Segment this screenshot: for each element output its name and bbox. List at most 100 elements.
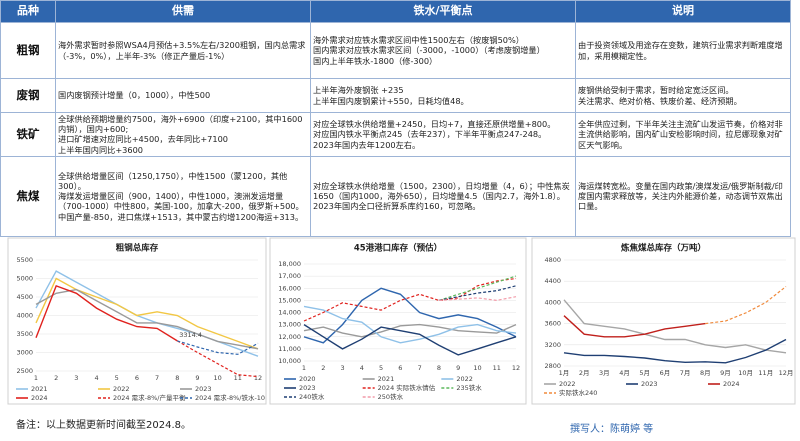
y-tick-label: 15,000 [278, 296, 301, 304]
cell-line: 关注需求、绝对价格、铁废价差、经济预期。 [578, 95, 742, 106]
data-label: 3314.4 [179, 331, 202, 339]
cell-line: 对应全球铁水供给增量+2450，日均+7，直接还原供增量+800。 [313, 119, 556, 130]
cell-line: 对应国内铁水平衡点245（去年237），下半年平衡点247-248。 [313, 129, 547, 140]
x-tick-label: 8月 [700, 369, 711, 377]
y-tick-label: 5000 [16, 275, 33, 283]
header-cell: 品种 [0, 0, 56, 23]
cell: 全球供给增量区间（1250,1750），中性1500（蒙1200，其他300）。… [55, 155, 311, 237]
y-tick-label: 3000 [16, 349, 33, 357]
cell-line: 2023年国内去年1200左右。 [313, 139, 421, 150]
cell-line: 中国产量-850，进口焦煤+1513，其中蒙古约增1200海运+313。 [58, 211, 304, 222]
cell: 对应全球铁水供给增量（1500，2300），日均增量（4，6）；中性焦炭1650… [310, 155, 576, 237]
footnote: 备注：以上数据更新时间截至2024.8。 [16, 420, 191, 431]
x-tick-label: 3月 [599, 369, 610, 377]
x-tick-label: 4 [360, 364, 364, 372]
series-line [563, 299, 787, 354]
x-tick-label: 1 [302, 364, 306, 372]
panel [531, 237, 796, 405]
y-tick-label: 3500 [16, 330, 33, 338]
x-tick-label: 7 [418, 364, 422, 372]
x-tick-label: 8 [437, 364, 441, 372]
x-tick-label: 12月 [779, 369, 794, 377]
legend-label: 2024 [723, 380, 740, 388]
cell: 上半年海外废钢张 +235 上半年国内废钢累计+550，日耗均值48。 [310, 78, 576, 113]
series-line [303, 287, 517, 344]
series-line [438, 275, 517, 301]
x-tick-label: 2月 [579, 369, 590, 377]
y-tick-label: 10,000 [278, 357, 301, 365]
row-name: 粗钢 [0, 22, 56, 79]
x-tick-label: 5 [379, 364, 383, 372]
legend-label: 2020 [299, 375, 316, 383]
series-line [35, 285, 178, 342]
chart-title: 粗钢总库存 [116, 243, 159, 254]
x-tick-label: 9 [195, 374, 199, 382]
y-tick-label: 4000 [16, 312, 33, 320]
x-tick-label: 7月 [680, 369, 691, 377]
x-tick-label: 12 [512, 364, 520, 372]
y-tick-label: 13,000 [278, 321, 301, 329]
table-row: 焦煤 全球供给增量区间（1250,1750），中性1500（蒙1200，其他300… [0, 155, 791, 237]
legend-label: 250铁水 [378, 392, 404, 401]
author: 撰写人：陈萌婷 等 [570, 424, 654, 435]
table-row: 粗钢 海外需求暂时参照WSA4月预估+3.5%左右/3200粗钢，国内总需求（-3… [0, 22, 791, 79]
supply-table: 品种 供需 铁水/平衡点 说明 粗钢 海外需求暂时参照WSA4月预估+3.5%左右/320… [0, 0, 791, 237]
cell-line: 国内废钢预计增量（0，1000），中性500 [58, 90, 211, 101]
x-tick-label: 11 [234, 374, 242, 382]
cell-line: 全球供给增量区间（1250,1750），中性1500（蒙1200，其他300）。 [58, 170, 288, 191]
x-tick-label: 9 [456, 364, 460, 372]
legend-label: 2024 需求-8%/铁水-10 [195, 393, 265, 402]
cell-line: 海外需求暂时参照WSA4月预估+3.5%左右/3200粗钢，国内总需求（-3%，… [58, 40, 306, 61]
x-tick-label: 7 [155, 374, 159, 382]
x-tick-label: 9月 [720, 369, 731, 377]
y-tick-label: 3200 [544, 341, 561, 349]
x-tick-label: 12 [254, 374, 262, 382]
legend-label: 2022 [113, 385, 130, 393]
cell-line: 全球供给预期增量约7500，海外+6900（印度+2100，其中1600内销），… [58, 114, 303, 135]
chart-title: 45港港口库存（预估） [354, 243, 442, 254]
cell-line: 2023年国内全口径折算系库约160，可忽略。 [313, 201, 481, 212]
x-tick-label: 10 [213, 374, 221, 382]
x-tick-label: 8 [175, 374, 179, 382]
y-tick-label: 16,000 [278, 284, 301, 292]
y-tick-label: 4400 [544, 277, 561, 285]
cell: 国内废钢预计增量（0，1000），中性500 [55, 78, 311, 113]
cell-line: 上半年海外废钢张 +235 [313, 85, 404, 96]
y-tick-label: 2500 [16, 367, 33, 375]
chart-title: 炼焦煤总库存（万吨） [621, 243, 706, 254]
y-tick-label: 5500 [16, 256, 33, 264]
x-tick-label: 5 [115, 374, 119, 382]
series-line [563, 315, 706, 338]
cell-line: 国内需求对应铁水需求区间（-3000，-1000）（考虑废钢增量） [313, 45, 545, 56]
x-tick-label: 3 [74, 374, 78, 382]
cell: 全年供应过剩，下半年关注主流矿山发运节奏，价格对非主流供给影响，国内矿山安检影响… [575, 112, 791, 157]
x-tick-label: 3 [340, 364, 344, 372]
cell: 海外需求对应铁水需求区间中性1500左右（按废钢50%） 国内需求对应铁水需求区间… [310, 22, 576, 79]
x-tick-label: 6 [135, 374, 139, 382]
legend-label: 240铁水 [299, 392, 325, 401]
header-cell: 供需 [55, 0, 311, 23]
x-tick-label: 5月 [639, 369, 650, 377]
legend-label: 2024 [31, 394, 48, 402]
y-tick-label: 17,000 [278, 272, 301, 280]
legend-label: 2023 [195, 385, 212, 393]
header-cell: 铁水/平衡点 [310, 0, 576, 23]
table-row: 废钢 国内废钢预计增量（0，1000），中性500 上半年海外废钢张 +235 上半年… [0, 78, 791, 113]
x-tick-label: 6 [398, 364, 402, 372]
legend-label: 2022 [456, 375, 473, 383]
legend-label: 2024 实际铁水情估 [378, 383, 436, 392]
series-line [177, 340, 259, 355]
x-tick-label: 11 [493, 364, 501, 372]
series-line [177, 340, 259, 378]
legend-label: 实际铁水240 [559, 388, 597, 397]
y-tick-label: 4000 [544, 298, 561, 306]
cell-line: 海运煤转宽松。变量在国内政策/澳煤发运/俄罗斯制裁/印度国内需求释放等，关注内外… [578, 181, 783, 212]
x-tick-label: 4 [94, 374, 98, 382]
legend-label: 2021 [31, 385, 48, 393]
cell-line: 上半年国内废钢累计+550，日耗均值48。 [313, 95, 469, 106]
x-tick-label: 11月 [758, 369, 773, 377]
header-row: 品种 供需 铁水/平衡点 说明 [0, 0, 791, 23]
series-line [303, 324, 517, 356]
y-tick-label: 18,000 [278, 260, 301, 268]
cell-line: 进口矿增速对应同比+4500，去年同比+7100 [58, 134, 229, 145]
